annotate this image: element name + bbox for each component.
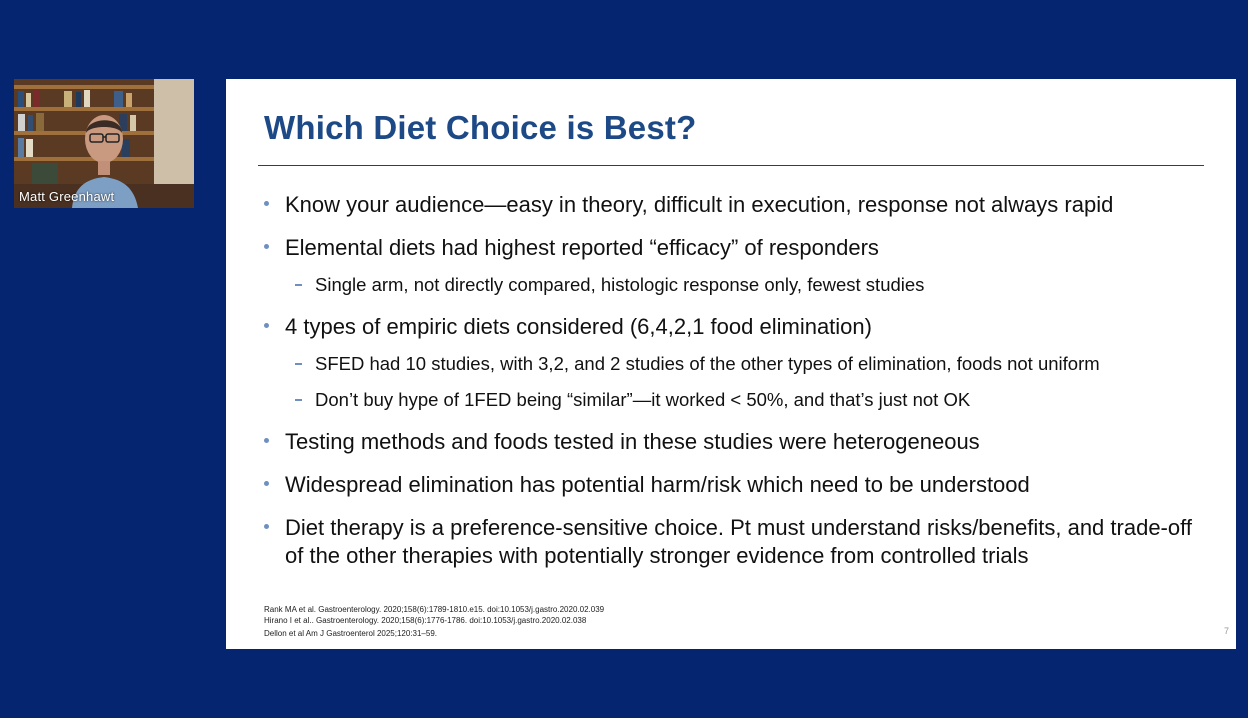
title-divider xyxy=(258,165,1204,166)
sub-bullet-text: Single arm, not directly compared, histo… xyxy=(315,274,925,295)
sub-bullet-item: SFED had 10 studies, with 3,2, and 2 stu… xyxy=(264,352,1204,376)
bullet-dot-icon xyxy=(264,244,269,249)
bullet-item: Widespread elimination has potential har… xyxy=(264,471,1204,499)
bullet-text: Know your audience—easy in theory, diffi… xyxy=(285,192,1114,217)
sub-bullet-item: Don’t buy hype of 1FED being “similar”—i… xyxy=(264,388,1204,412)
bullet-text: Testing methods and foods tested in thes… xyxy=(285,429,980,454)
reference-item: Hirano I et al.. Gastroenterology. 2020;… xyxy=(264,616,587,625)
reference-item: Dellon et al Am J Gastroenterol 2025;120… xyxy=(264,629,437,638)
slide-page-number: 7 xyxy=(1223,626,1229,636)
references: Rank MA et al. Gastroenterology. 2020;15… xyxy=(264,604,604,639)
bullet-item: Diet therapy is a preference-sensitive c… xyxy=(264,514,1204,570)
bullet-dot-icon xyxy=(264,524,269,529)
bullet-item: Elemental diets had highest reported “ef… xyxy=(264,234,1204,262)
participant-video-tile[interactable]: Matt Greenhawt xyxy=(14,79,194,208)
sub-bullet-text: Don’t buy hype of 1FED being “similar”—i… xyxy=(315,389,971,410)
bullet-dash-icon xyxy=(295,399,302,401)
bullet-item: 4 types of empiric diets considered (6,4… xyxy=(264,313,1204,341)
participant-name-label: Matt Greenhawt xyxy=(19,189,115,204)
bullet-text: Widespread elimination has potential har… xyxy=(285,472,1030,497)
bullet-dash-icon xyxy=(295,284,302,286)
bullet-item: Know your audience—easy in theory, diffi… xyxy=(264,191,1204,219)
sub-bullet-item: Single arm, not directly compared, histo… xyxy=(264,273,1204,297)
bullet-dot-icon xyxy=(264,201,269,206)
bullet-dot-icon xyxy=(264,438,269,443)
reference-item: Rank MA et al. Gastroenterology. 2020;15… xyxy=(264,605,605,614)
slide-title: Which Diet Choice is Best? xyxy=(264,109,697,146)
bullet-text: Elemental diets had highest reported “ef… xyxy=(285,235,879,260)
bullet-text: 4 types of empiric diets considered (6,4… xyxy=(285,314,872,339)
bullet-text: Diet therapy is a preference-sensitive c… xyxy=(285,515,1192,568)
participant-video-feed xyxy=(14,79,194,208)
bullet-dot-icon xyxy=(264,323,269,328)
bullet-dot-icon xyxy=(264,481,269,486)
presentation-slide: Which Diet Choice is Best? Know your aud… xyxy=(226,79,1236,649)
sub-bullet-text: SFED had 10 studies, with 3,2, and 2 stu… xyxy=(315,353,1100,374)
bullet-dash-icon xyxy=(295,363,302,365)
bullet-list: Know your audience—easy in theory, diffi… xyxy=(264,191,1204,585)
bullet-item: Testing methods and foods tested in thes… xyxy=(264,428,1204,456)
